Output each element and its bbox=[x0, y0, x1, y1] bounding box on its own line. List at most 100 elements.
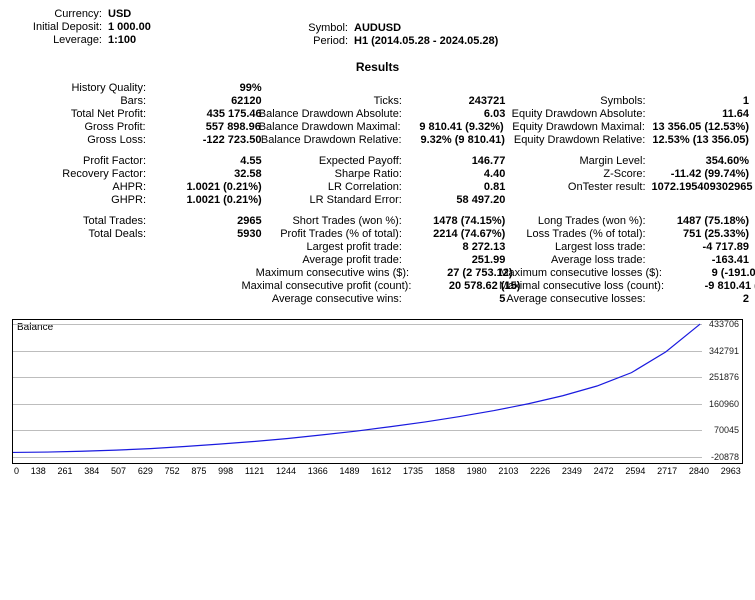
stat-label: Maximal consecutive profit (count): bbox=[241, 280, 417, 292]
stat-label: Balance Drawdown Absolute: bbox=[256, 108, 408, 120]
chart-x-tick: 1612 bbox=[371, 466, 391, 476]
stat-label: Loss Trades (% of total): bbox=[499, 228, 651, 240]
stat-label: Equity Drawdown Relative: bbox=[499, 134, 651, 146]
stats-table: History Quality:99%Bars:62120Ticks:24372… bbox=[12, 82, 743, 305]
chart-x-tick: 261 bbox=[58, 466, 73, 476]
hdr-symbol: Symbol:AUDUSD bbox=[298, 22, 434, 34]
chart-x-tick: 384 bbox=[84, 466, 99, 476]
chart-x-tick: 2349 bbox=[562, 466, 582, 476]
stat-label: History Quality: bbox=[12, 82, 152, 94]
stat-label: Ticks: bbox=[256, 95, 408, 107]
hdr-currency: Currency:USD bbox=[12, 8, 188, 20]
stat-value: 32.58 bbox=[152, 168, 272, 180]
stat-label: Profit Trades (% of total): bbox=[256, 228, 408, 240]
chart-x-tick: 2963 bbox=[721, 466, 741, 476]
chart-y-tick: 70045 bbox=[714, 425, 739, 435]
chart-x-tick: 2472 bbox=[594, 466, 614, 476]
balance-chart: Balance 43370634279125187616096070045-20… bbox=[12, 319, 743, 464]
chart-y-tick: -20878 bbox=[711, 452, 739, 462]
stat-value: -9 810.41 (6) bbox=[670, 280, 755, 292]
hdr-deposit: Initial Deposit:1 000.00 bbox=[12, 21, 188, 33]
chart-y-tick: 160960 bbox=[709, 399, 739, 409]
chart-x-tick: 1121 bbox=[245, 466, 264, 476]
stat-label: Gross Profit: bbox=[12, 121, 152, 133]
chart-x-tick: 1735 bbox=[403, 466, 423, 476]
stat-value: 1072.195409302965 bbox=[652, 181, 755, 193]
chart-y-tick: 251876 bbox=[709, 372, 739, 382]
stat-value: 1.0021 (0.21%) bbox=[152, 194, 272, 206]
chart-x-tick: 2226 bbox=[530, 466, 550, 476]
chart-x-tick: 0 bbox=[14, 466, 19, 476]
chart-y-tick: 433706 bbox=[709, 319, 739, 329]
stat-value: 12.53% (13 356.05) bbox=[651, 134, 755, 146]
stat-label: AHPR: bbox=[12, 181, 152, 193]
stat-value: 435 175.46 bbox=[152, 108, 272, 120]
stat-label: OnTester result: bbox=[499, 181, 651, 193]
stat-value: -122 723.50 bbox=[152, 134, 272, 146]
stat-label: Short Trades (won %): bbox=[256, 215, 408, 227]
stat-value: 5930 bbox=[152, 228, 272, 240]
stat-label: Profit Factor: bbox=[12, 155, 152, 167]
stat-label: Equity Drawdown Absolute: bbox=[499, 108, 651, 120]
stat-label: Maximum consecutive losses ($): bbox=[499, 267, 668, 279]
stat-label: LR Standard Error: bbox=[256, 194, 408, 206]
stat-label: Average profit trade: bbox=[256, 254, 408, 266]
stat-label: Z-Score: bbox=[499, 168, 651, 180]
stat-label: Bars: bbox=[12, 95, 152, 107]
stat-value: 4.55 bbox=[152, 155, 272, 167]
stat-label: Long Trades (won %): bbox=[499, 215, 651, 227]
results-title: Results bbox=[12, 60, 743, 74]
stat-value: 11.64 bbox=[652, 108, 755, 120]
stat-value: 13 356.05 (12.53%) bbox=[651, 121, 755, 133]
stat-label: Average loss trade: bbox=[499, 254, 651, 266]
stat-label: Margin Level: bbox=[499, 155, 651, 167]
chart-x-tick: 138 bbox=[31, 466, 46, 476]
stat-value: 62120 bbox=[152, 95, 272, 107]
stat-label: LR Correlation: bbox=[256, 181, 408, 193]
chart-x-tick: 1366 bbox=[308, 466, 328, 476]
chart-x-tick: 629 bbox=[138, 466, 153, 476]
stat-value: 2965 bbox=[152, 215, 272, 227]
chart-x-tick: 1980 bbox=[467, 466, 487, 476]
chart-x-tick: 2717 bbox=[657, 466, 677, 476]
chart-x-tick: 2840 bbox=[689, 466, 709, 476]
stat-label: Total Deals: bbox=[12, 228, 152, 240]
stat-value: 354.60% bbox=[652, 155, 755, 167]
hdr-leverage: Leverage:1:100 bbox=[12, 34, 188, 46]
stat-value: 751 (25.33%) bbox=[652, 228, 755, 240]
stat-label: Sharpe Ratio: bbox=[256, 168, 408, 180]
stat-label: Largest loss trade: bbox=[499, 241, 651, 253]
chart-x-tick: 2103 bbox=[498, 466, 518, 476]
stat-label: GHPR: bbox=[12, 194, 152, 206]
stat-label: Maximum consecutive wins ($): bbox=[256, 267, 415, 279]
stat-value: -11.42 (99.74%) bbox=[652, 168, 755, 180]
chart-x-tick: 1858 bbox=[435, 466, 455, 476]
stat-value: 557 898.96 bbox=[152, 121, 271, 133]
stat-label: Largest profit trade: bbox=[256, 241, 408, 253]
stat-label: Maximal consecutive loss (count): bbox=[499, 280, 670, 292]
stat-value: 9 (-191.00) bbox=[668, 267, 755, 279]
chart-x-tick: 998 bbox=[218, 466, 233, 476]
hdr-period: Period:H1 (2014.05.28 - 2024.05.28) bbox=[298, 35, 434, 47]
chart-x-tick: 1244 bbox=[276, 466, 296, 476]
stat-label: Total Trades: bbox=[12, 215, 152, 227]
chart-x-tick: 507 bbox=[111, 466, 126, 476]
chart-x-tick: 752 bbox=[165, 466, 180, 476]
stat-value: 1 bbox=[652, 95, 755, 107]
stat-value: 99% bbox=[152, 82, 272, 94]
stat-label: Average consecutive wins: bbox=[256, 293, 408, 305]
stat-label: Equity Drawdown Maximal: bbox=[498, 121, 651, 133]
stat-value: 2 bbox=[652, 293, 755, 305]
stat-value: -163.41 bbox=[652, 254, 755, 266]
stat-value: 1.0021 (0.21%) bbox=[152, 181, 272, 193]
stat-label: Average consecutive losses: bbox=[499, 293, 651, 305]
stat-label: Gross Loss: bbox=[12, 134, 152, 146]
stat-label: Expected Payoff: bbox=[256, 155, 408, 167]
stat-value: 1487 (75.18%) bbox=[652, 215, 755, 227]
chart-x-tick: 1489 bbox=[340, 466, 360, 476]
chart-x-axis: 0138261384507629752875998112112441366148… bbox=[12, 466, 743, 476]
stat-label: Balance Drawdown Maximal: bbox=[255, 121, 407, 133]
stat-label: Total Net Profit: bbox=[12, 108, 152, 120]
chart-x-tick: 2594 bbox=[625, 466, 645, 476]
stat-label: Recovery Factor: bbox=[12, 168, 152, 180]
